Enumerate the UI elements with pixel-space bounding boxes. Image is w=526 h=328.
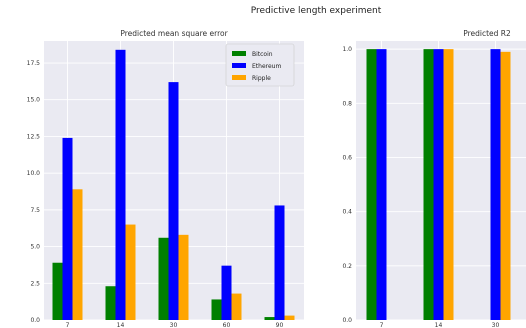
x-tick-label: 30 [170,322,178,328]
bar-ethereum-30 [490,49,501,320]
bar-bitcoin-90 [264,317,275,320]
bar-ethereum-14 [115,49,126,321]
y-tick-label: 2.5 [30,280,40,287]
x-tick-label: 7 [66,322,70,328]
bar-bitcoin-60 [211,299,222,320]
r2-panel: Predicted R20.00.20.40.60.81.07143060 [342,29,526,328]
legend-swatch [232,75,246,80]
bar-bitcoin-7 [366,49,377,320]
chart-title: Predicted R2 [463,29,511,38]
mse-panel: Predicted mean square error 0.0 2.5 5.0 7.5 1… [27,29,304,328]
y-tick-label: 12.5 [27,133,41,140]
bar-ripple-30 [500,51,511,320]
bar-bitcoin-7 [52,262,63,320]
y-tick-label: 0.0 [342,317,352,324]
x-tick-label: 60 [223,322,231,328]
y-tick-label: 15.0 [27,97,41,104]
chart-title: Predicted mean square error [120,29,228,38]
bar-ethereum-7 [62,137,73,320]
legend-swatch [232,51,246,56]
bar-ethereum-90 [274,205,285,320]
legend-label: Ethereum [252,63,281,70]
bar-ethereum-30 [168,82,179,321]
y-tick-label: 10.0 [27,170,41,177]
x-tick-label: 30 [492,322,500,328]
bar-ripple-14 [125,224,136,320]
legend-swatch [232,63,246,68]
figure-suptitle: Predictive length experiment [251,6,382,16]
bar-bitcoin-14 [105,286,116,320]
bar-ripple-60 [231,293,242,320]
bar-ripple-90 [284,315,295,320]
bar-ripple-7 [72,189,83,320]
y-tick-label: 0.4 [342,209,352,216]
x-tick-label: 14 [435,322,443,328]
bar-ethereum-14 [433,49,444,320]
y-tick-label: 0.0 [30,317,40,324]
bar-ethereum-60 [221,265,232,320]
y-tick-label: 1.0 [342,46,352,53]
y-tick-label: 0.2 [342,263,352,270]
x-tick-label: 7 [380,322,384,328]
legend-label: Ripple [252,75,271,82]
x-tick-label: 14 [117,322,125,328]
y-tick-label: 0.8 [342,100,352,107]
legend-label: Bitcoin [252,51,273,58]
bar-ripple-14 [443,49,454,320]
y-tick-label: 0.6 [342,154,352,161]
y-tick-label: 5.0 [30,244,40,251]
bar-bitcoin-30 [158,237,169,320]
y-tick-label: 7.5 [30,207,40,214]
legend: Bitcoin Ethereum Ripple [225,43,295,87]
bar-bitcoin-14 [423,49,434,320]
bar-ethereum-7 [376,49,387,320]
bar-ripple-30 [178,234,189,320]
y-tick-label: 17.5 [27,60,41,67]
x-tick-label: 90 [276,322,284,328]
